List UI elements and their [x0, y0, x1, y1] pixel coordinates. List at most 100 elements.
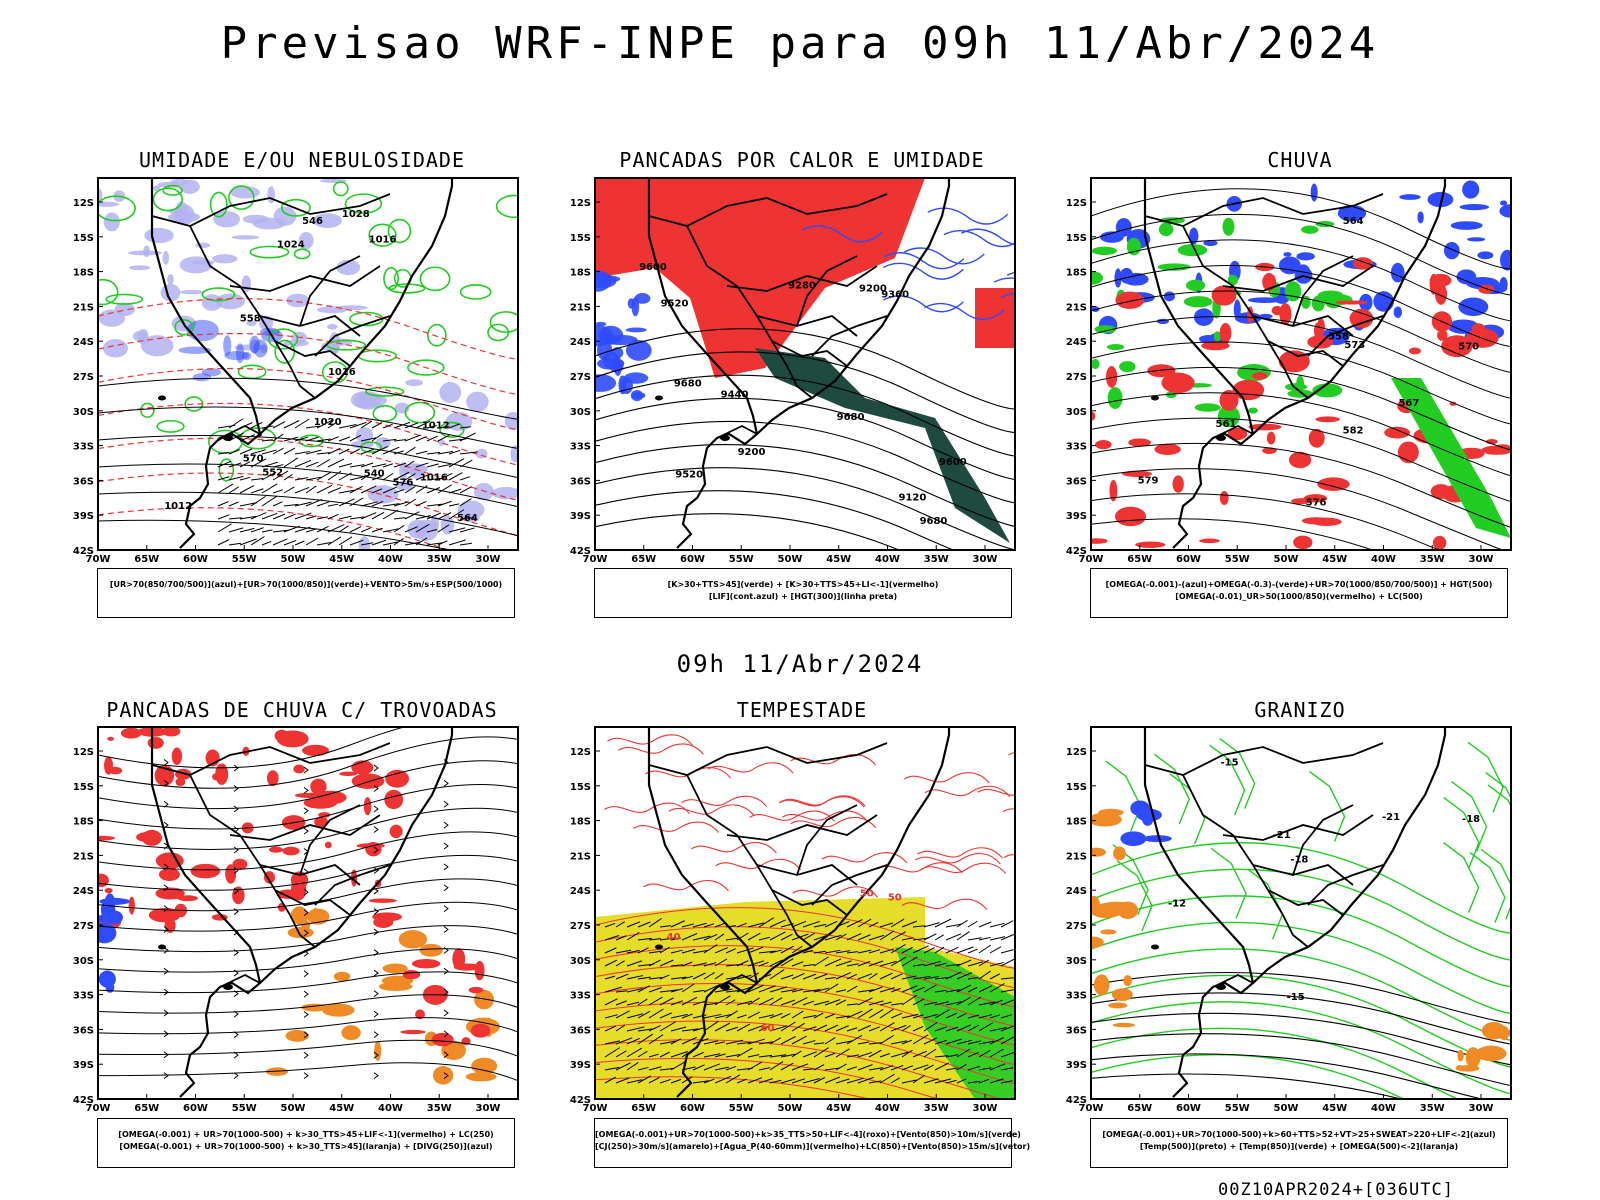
field-patch — [147, 737, 164, 749]
field-patch — [1091, 936, 1104, 949]
wind-vector — [349, 497, 364, 507]
wind-vector — [239, 527, 255, 533]
field-patch — [223, 335, 232, 356]
wind-vector — [294, 450, 310, 455]
wind-vector — [681, 923, 694, 928]
humidity-contour — [174, 319, 194, 336]
wind-vector — [305, 449, 322, 455]
wind-vector — [1000, 1035, 1015, 1045]
field-patch — [1248, 423, 1282, 431]
field-patch — [398, 930, 428, 949]
wind-vector — [912, 998, 925, 1006]
field-patch — [225, 864, 237, 884]
field-patch — [195, 242, 211, 249]
lat-label: 12S — [73, 198, 94, 209]
wind-vector — [857, 1041, 870, 1045]
wind-vector — [294, 540, 305, 546]
coastline-west — [1143, 178, 1255, 549]
wind-vector — [989, 1014, 1000, 1019]
wind-vector — [626, 921, 641, 928]
field-patch — [1165, 391, 1177, 399]
wind-vector — [1000, 1067, 1014, 1071]
wind-vector — [637, 947, 649, 954]
contour-label: 582 — [1343, 425, 1364, 436]
streamline — [98, 878, 518, 912]
wind-vector — [371, 422, 383, 429]
wind-vector — [670, 1013, 688, 1019]
state-border — [1292, 804, 1354, 876]
contour-line — [595, 945, 1015, 1008]
wind-vector — [978, 1001, 996, 1006]
wind-vector — [459, 516, 475, 520]
field-patch — [415, 1009, 425, 1020]
wind-vector — [437, 540, 448, 546]
wind-vector — [703, 1063, 720, 1071]
wind-vector — [703, 1020, 719, 1032]
field-patch — [474, 989, 495, 1010]
wind-vector — [879, 922, 894, 928]
field-patch — [98, 873, 109, 888]
model-run-label: 00Z10APR2024+[036UTC] — [1218, 1180, 1454, 1200]
wind-vector — [791, 1035, 807, 1045]
legend-line: [Temp(500)](preto) + [Temp(850)](verde) … — [1139, 1142, 1459, 1151]
field-patch — [429, 520, 438, 530]
wind-vector — [725, 999, 736, 1006]
wind-vector — [879, 948, 895, 954]
wind-vector — [934, 1062, 950, 1071]
wind-vector — [758, 917, 775, 928]
flow-arrow — [443, 1072, 449, 1080]
flow-arrow — [233, 990, 239, 997]
wind-vector — [868, 1067, 884, 1071]
field-patch — [1500, 249, 1511, 271]
wind-vector — [670, 988, 684, 993]
wind-vector — [349, 485, 363, 494]
field-patch — [625, 327, 647, 333]
field-patch — [298, 232, 314, 250]
wind-vector — [791, 988, 804, 993]
wind-vector — [747, 1024, 764, 1032]
lon-label: 60W — [680, 1103, 705, 1114]
lat-label: 42S — [570, 1095, 591, 1106]
wind-vector — [393, 471, 410, 481]
wind-vector — [604, 1066, 620, 1071]
field-patch — [1384, 426, 1410, 439]
wind-vector — [802, 1026, 817, 1032]
lagoon — [1216, 435, 1226, 441]
wind-vector — [890, 918, 905, 928]
state-border — [756, 864, 858, 886]
temp850-contour — [1469, 852, 1506, 923]
lat-label: 24S — [570, 886, 591, 897]
field-patch — [595, 374, 617, 392]
contour-label: 540 — [364, 469, 385, 480]
flow-arrow — [163, 759, 169, 766]
wind-vector — [890, 1077, 901, 1084]
wind-vector — [714, 1041, 726, 1045]
wind-vector — [272, 470, 289, 481]
wind-vector — [305, 425, 320, 429]
wind-vector — [857, 973, 873, 980]
flow-arrow — [443, 988, 449, 996]
wind-vector — [1000, 977, 1015, 980]
wind-vector — [923, 1064, 934, 1071]
field-patch — [470, 1023, 491, 1038]
wind-vector — [901, 920, 918, 928]
panel-title-pancadas: PANCADAS POR CALOR E UMIDADE — [619, 148, 985, 172]
wind-vector — [912, 1026, 924, 1032]
wind-vector — [846, 1077, 864, 1084]
field-patch — [314, 816, 329, 828]
wind-vector — [659, 997, 674, 1006]
wind-vector — [272, 464, 284, 468]
contour-line — [1091, 868, 1511, 961]
flow-arrow — [233, 1031, 239, 1039]
wind-vector — [681, 1036, 697, 1045]
wind-vector — [747, 1038, 765, 1045]
humidity-contour — [293, 248, 311, 260]
wind-vector — [1000, 1014, 1012, 1019]
field-patch — [179, 179, 200, 194]
wind-vector — [217, 476, 230, 481]
wind-vector — [338, 448, 350, 455]
field-patch — [339, 771, 357, 777]
lon-label: 40W — [875, 1103, 900, 1114]
wind-vector — [945, 1067, 959, 1071]
lon-label: 35W — [1420, 1103, 1445, 1114]
